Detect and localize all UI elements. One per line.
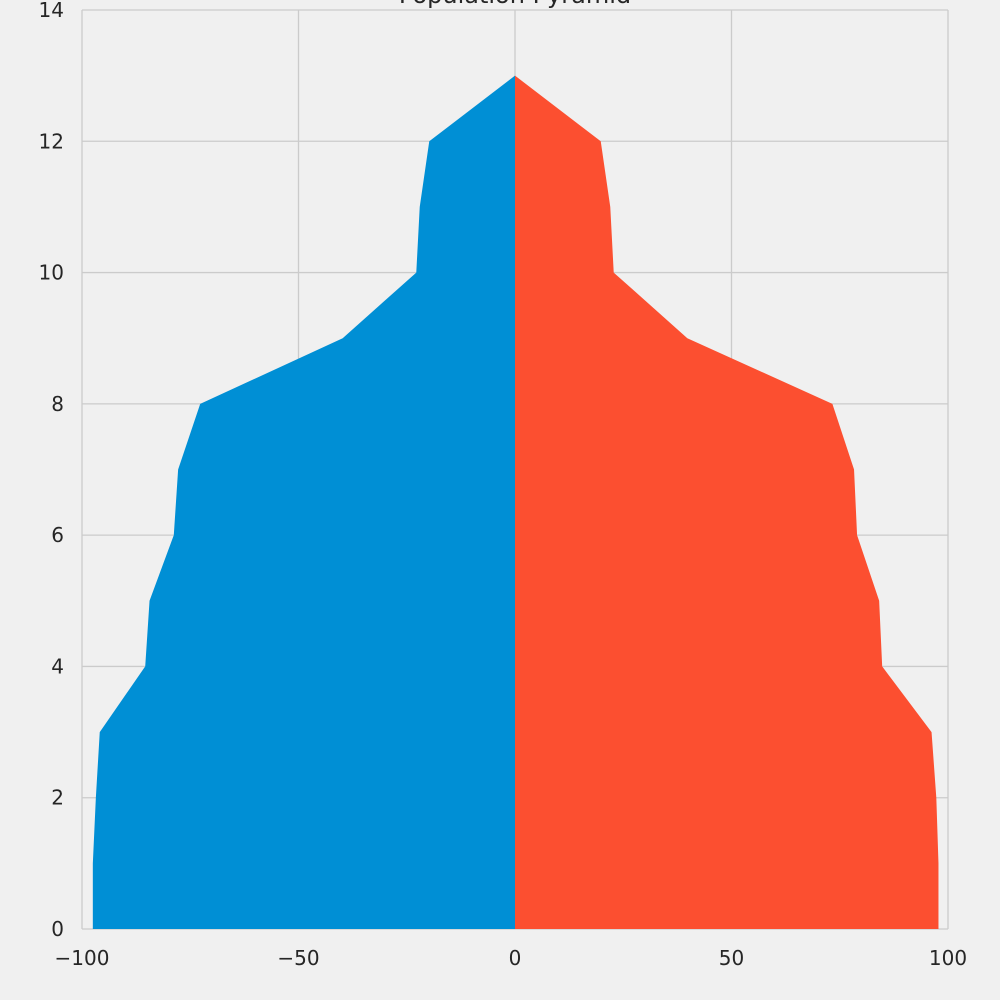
y-tick-label: 14 (39, 0, 64, 22)
x-tick-label: −100 (55, 946, 110, 970)
y-tick-label: 0 (51, 917, 64, 941)
x-tick-label: −50 (277, 946, 319, 970)
y-tick-label: 4 (51, 654, 64, 678)
x-tick-label: 50 (719, 946, 744, 970)
x-tick-label: 0 (509, 946, 522, 970)
series-area-0 (92, 75, 515, 929)
x-tick-label: 100 (929, 946, 967, 970)
series-area-1 (515, 75, 939, 929)
y-tick-label: 6 (51, 523, 64, 547)
tick-labels: −100 −50 0 50 100 0 2 4 6 8 10 12 14 (39, 0, 968, 970)
y-tick-label: 8 (51, 392, 64, 416)
chart-title: Population Pyramid (399, 0, 631, 9)
y-tick-label: 12 (39, 129, 64, 153)
y-tick-label: 10 (39, 261, 64, 285)
y-tick-label: 2 (51, 786, 64, 810)
area-layer (92, 75, 939, 929)
